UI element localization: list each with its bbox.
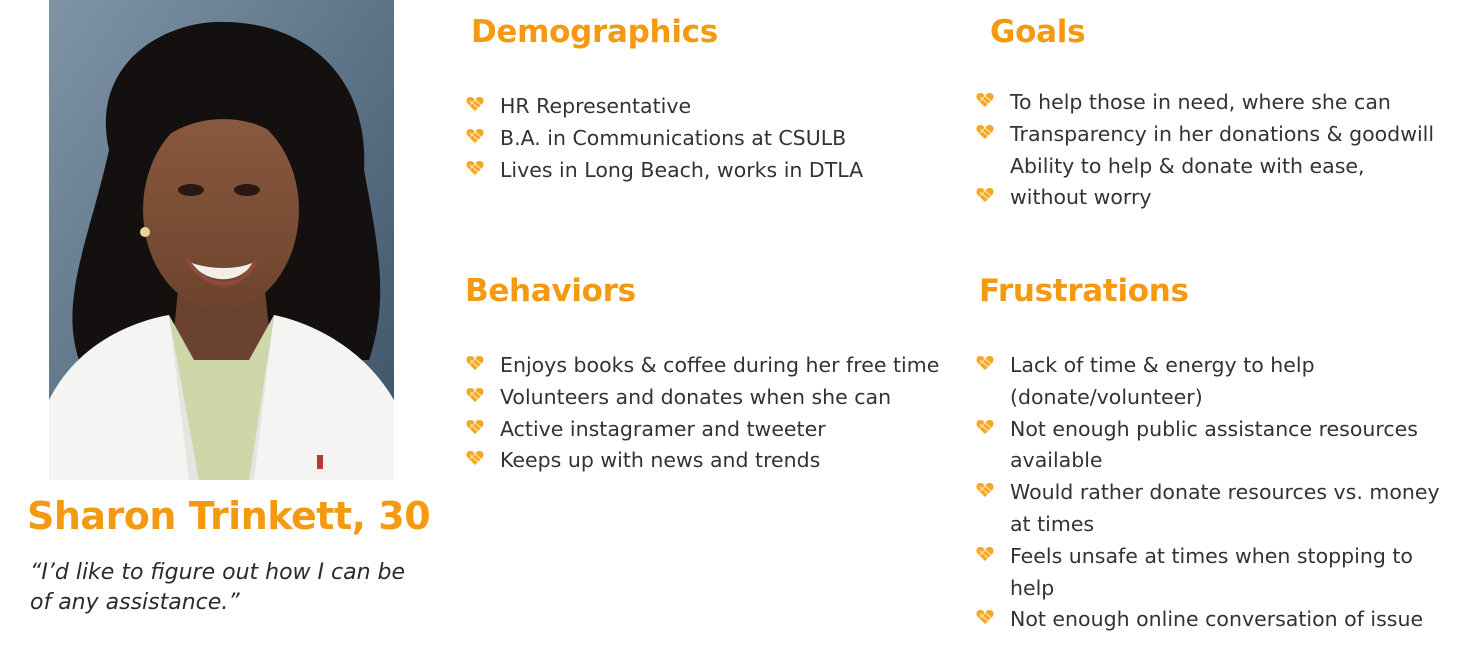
frustrations-list: Lack of time & energy to help (donate/vo… (976, 350, 1440, 636)
list-item-continuation: available (1010, 448, 1103, 473)
list-item-continuation: Ability to help & donate with ease, (1010, 153, 1365, 178)
list-item: Enjoys books & coffee during her free ti… (466, 350, 939, 382)
list-item: HR Representative (466, 91, 863, 123)
heart-icon (976, 482, 994, 498)
heart-icon (976, 187, 994, 203)
heart-icon (976, 124, 994, 140)
persona-name: Sharon Trinkett, 30 (27, 494, 431, 538)
demographics-heading: Demographics (471, 14, 718, 50)
heart-icon (466, 96, 484, 112)
list-item-continuation: at times (1010, 511, 1095, 536)
heart-icon (976, 419, 994, 435)
persona-quote: “I’d like to figure out how I can be of … (30, 560, 406, 615)
list-item: Keeps up with news and trends (466, 445, 939, 477)
list-item: B.A. in Communications at CSULB (466, 123, 863, 155)
frustrations-heading: Frustrations (979, 273, 1189, 309)
list-item: Not enough public assistance resources (976, 414, 1440, 446)
goals-heading: Goals (990, 14, 1086, 50)
heart-icon (466, 160, 484, 176)
list-item: Would rather donate resources vs. money (976, 477, 1440, 509)
list-item-continuation: help (1010, 575, 1055, 600)
persona-photo (49, 0, 394, 480)
demographics-list: HR Representative B.A. in Communications… (466, 91, 863, 186)
list-item: Volunteers and donates when she can (466, 382, 939, 414)
heart-icon (466, 419, 484, 435)
heart-icon (466, 355, 484, 371)
list-item: Transparency in her donations & goodwill (976, 119, 1434, 151)
heart-icon (466, 450, 484, 466)
list-item: Lives in Long Beach, works in DTLA (466, 155, 863, 187)
behaviors-heading: Behaviors (465, 273, 636, 309)
list-item: without worry (976, 182, 1434, 214)
goals-list: To help those in need, where she can Tra… (976, 87, 1434, 214)
heart-icon (976, 355, 994, 371)
list-item: Feels unsafe at times when stopping to (976, 541, 1440, 573)
heart-icon (466, 128, 484, 144)
list-item: Lack of time & energy to help (976, 350, 1440, 382)
list-item-continuation: (donate/volunteer) (1010, 384, 1203, 409)
heart-icon (976, 609, 994, 625)
heart-icon (466, 387, 484, 403)
heart-icon (976, 92, 994, 108)
behaviors-list: Enjoys books & coffee during her free ti… (466, 350, 939, 477)
list-item: Active instagramer and tweeter (466, 414, 939, 446)
list-item: Not enough online conversation of issue (976, 604, 1440, 636)
list-item: To help those in need, where she can (976, 87, 1434, 119)
heart-icon (976, 546, 994, 562)
